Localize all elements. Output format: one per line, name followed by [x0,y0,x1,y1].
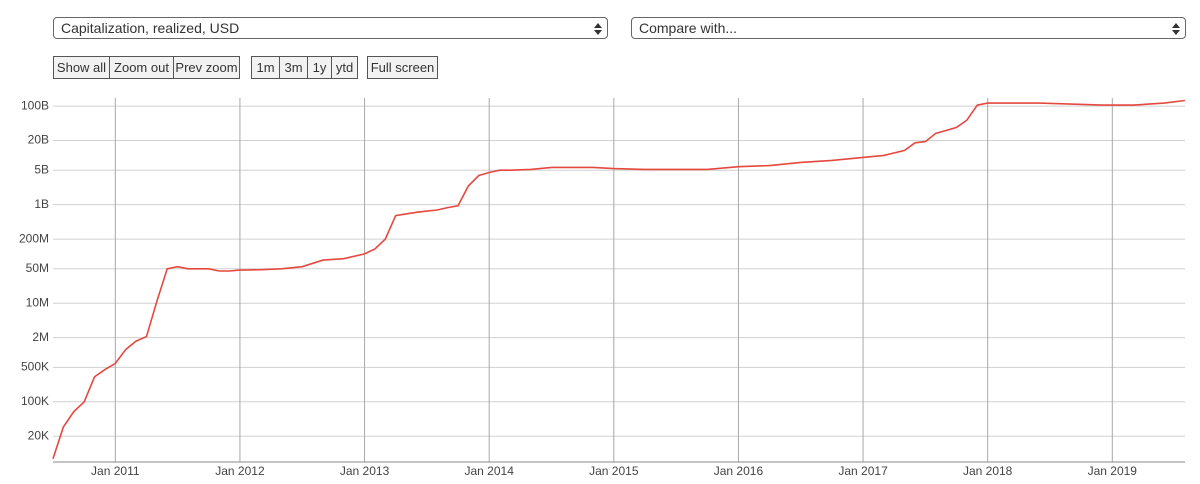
y-tick-label: 500K [21,360,49,374]
range-1y-button[interactable]: 1y [307,56,332,79]
y-tick-label: 50M [26,261,49,275]
y-tick-label: 20K [28,428,49,442]
compare-select-label: Compare with... [639,20,738,36]
zoom-out-button[interactable]: Zoom out [109,56,174,79]
y-tick-label: 200M [19,231,49,245]
x-tick-label: Jan 2013 [340,464,390,478]
prev-zoom-button[interactable]: Prev zoom [173,56,240,79]
y-tick-label: 10M [26,295,49,309]
y-tick-label: 2M [32,330,49,344]
y-tick-label: 20B [28,133,49,147]
full-screen-button[interactable]: Full screen [367,56,438,79]
x-tick-label: Jan 2015 [589,464,639,478]
x-tick-label: Jan 2014 [464,464,514,478]
x-tick-label: Jan 2011 [91,464,140,478]
range-1m-button[interactable]: 1m [251,56,280,79]
select-arrows [1172,23,1180,35]
x-tick-label: Jan 2018 [963,464,1013,478]
compare-select[interactable]: Compare with... [631,17,1186,39]
metric-select[interactable]: Capitalization, realized, USD [53,17,608,39]
metric-select-label: Capitalization, realized, USD [61,20,240,36]
y-tick-label: 1B [34,197,49,211]
line [52,99,1186,459]
y-tick-label: 100K [21,394,49,408]
range-3m-button[interactable]: 3m [279,56,308,79]
x-tick-label: Jan 2016 [714,464,764,478]
y-tick-label: 100B [21,98,49,112]
y-tick-label: 5B [34,162,49,176]
x-tick-label: Jan 2017 [838,464,888,478]
x-tick-label: Jan 2012 [215,464,265,478]
show-all-button[interactable]: Show all [53,56,110,79]
x-tick-label: Jan 2019 [1088,464,1138,478]
select-arrows [594,23,602,35]
range-ytd-button[interactable]: ytd [331,56,358,79]
